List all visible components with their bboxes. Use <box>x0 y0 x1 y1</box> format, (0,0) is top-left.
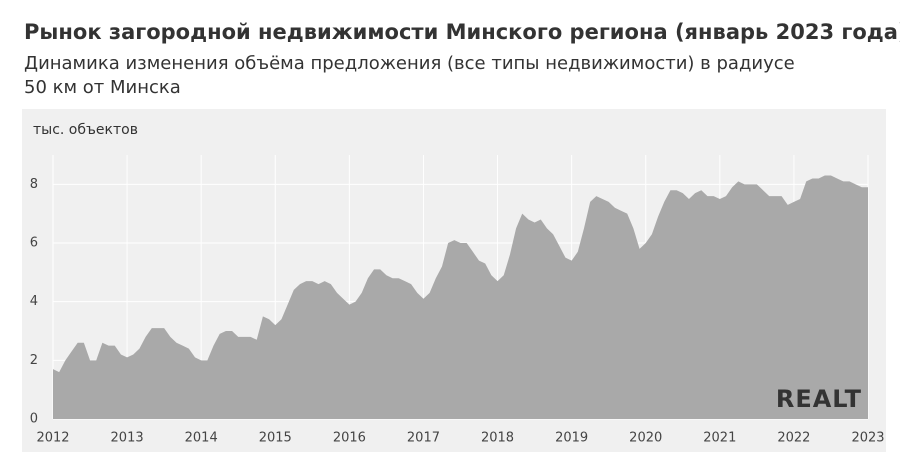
x-tick-label: 2014 <box>185 431 218 446</box>
y-tick-label: 6 <box>30 236 38 251</box>
x-tick-label: 2016 <box>333 431 366 446</box>
logo: REALT <box>776 385 862 413</box>
x-tick-label: 2023 <box>851 431 884 446</box>
chart-subtitle: 50 км от Минска <box>24 77 181 98</box>
x-tick-label: 2018 <box>481 431 514 446</box>
x-tick-label: 2022 <box>777 431 810 446</box>
x-tick-label: 2019 <box>555 431 588 446</box>
x-tick-label: 2020 <box>629 431 662 446</box>
x-tick-label: 2015 <box>259 431 292 446</box>
x-tick-label: 2017 <box>407 431 440 446</box>
chart-title: Рынок загородной недвижимости Минского р… <box>24 20 900 44</box>
x-tick-label: 2021 <box>703 431 736 446</box>
y-tick-label: 0 <box>30 412 38 427</box>
chart-subtitle: Динамика изменения объёма предложения (в… <box>24 53 795 74</box>
x-tick-label: 2013 <box>111 431 144 446</box>
x-tick-label: 2012 <box>36 431 69 446</box>
y-tick-label: 4 <box>30 294 38 309</box>
y-tick-label: 2 <box>30 353 38 368</box>
y-tick-label: 8 <box>30 177 38 192</box>
y-axis-label: тыс. объектов <box>33 122 138 138</box>
area <box>53 175 868 419</box>
